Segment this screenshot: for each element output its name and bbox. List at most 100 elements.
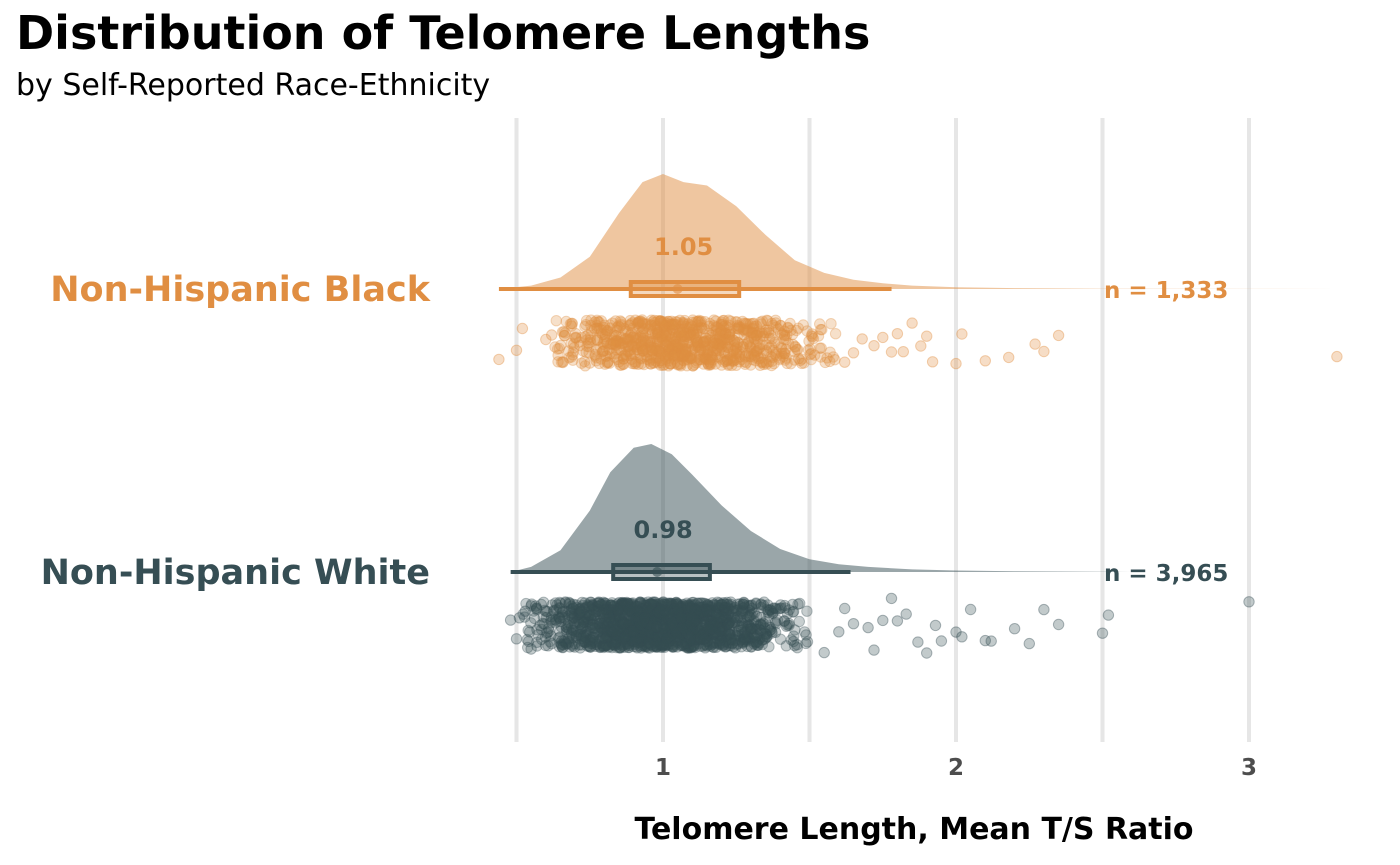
raw-point (635, 340, 647, 353)
raw-point (617, 336, 629, 349)
raw-point (676, 319, 688, 331)
raw-point (648, 322, 661, 335)
raw-point (645, 314, 658, 326)
raw-point (774, 352, 786, 364)
raw-point (647, 345, 659, 357)
raw-point (525, 643, 537, 655)
raw-point (645, 341, 657, 353)
raw-point (929, 619, 942, 632)
raw-point (789, 341, 802, 353)
raw-point (1052, 618, 1065, 631)
raw-point (751, 334, 763, 346)
raw-point (603, 357, 616, 369)
raw-point (676, 327, 688, 340)
raw-point (643, 323, 656, 335)
raw-point (684, 352, 696, 365)
raw-point (801, 325, 813, 337)
raw-point (630, 332, 642, 344)
raw-point (716, 318, 728, 331)
raw-point (748, 332, 760, 344)
raw-point (758, 327, 771, 339)
raw-point (691, 325, 703, 338)
raw-point (648, 317, 661, 329)
raw-point (639, 343, 651, 355)
raw-point (912, 636, 924, 648)
raw-point (545, 611, 558, 623)
raw-point (676, 349, 688, 362)
raw-point (646, 349, 658, 361)
raw-point (604, 319, 616, 331)
raw-point (761, 346, 773, 358)
raw-point (719, 327, 732, 339)
raw-point (736, 607, 748, 619)
raw-point (745, 331, 757, 343)
raw-point (703, 356, 716, 368)
raw-point (796, 353, 808, 365)
raw-point (577, 345, 589, 357)
raw-point (746, 326, 759, 339)
raw-point (673, 350, 685, 362)
raw-point (677, 343, 689, 355)
raw-point (651, 344, 663, 356)
raw-point (763, 327, 775, 339)
raw-point (699, 340, 711, 352)
raw-point (650, 345, 662, 357)
raw-point (672, 329, 685, 342)
chart-title: Distribution of Telomere Lengths (16, 6, 871, 60)
raw-point (695, 319, 707, 331)
median-point (652, 567, 663, 577)
raw-point (637, 323, 649, 335)
raw-point (669, 318, 681, 330)
raw-point (704, 317, 716, 330)
raw-point (589, 316, 601, 328)
raw-point (694, 316, 706, 328)
raw-point (636, 343, 649, 355)
raw-point (574, 606, 586, 618)
raw-point (624, 314, 636, 327)
raw-point (591, 334, 604, 347)
raw-point (595, 599, 607, 611)
raw-point (737, 323, 750, 336)
raw-point (715, 318, 727, 330)
raw-point (702, 357, 714, 370)
raw-point (670, 626, 682, 638)
raw-point (769, 602, 781, 614)
raw-point (651, 328, 663, 341)
raw-point (692, 341, 704, 353)
raw-point (727, 344, 739, 356)
raw-point (814, 342, 826, 354)
raw-point (584, 336, 597, 348)
raw-point (746, 353, 758, 366)
raw-point (674, 323, 686, 336)
raw-point (754, 338, 766, 351)
raw-point (631, 332, 643, 345)
raw-point (635, 315, 647, 328)
raw-point (733, 323, 745, 335)
raw-point (698, 633, 710, 645)
raw-point (654, 331, 667, 343)
raw-point (877, 331, 889, 344)
raw-point (769, 348, 781, 361)
raw-point (639, 351, 651, 363)
raw-point (654, 343, 666, 355)
x-tick-label: 3 (1241, 755, 1257, 781)
raw-point (705, 350, 717, 362)
raw-point (610, 335, 623, 347)
raw-point (686, 352, 698, 364)
raw-point (632, 316, 644, 328)
raw-point (701, 348, 713, 360)
raw-point (584, 334, 596, 346)
raw-point (644, 341, 657, 353)
raw-point (578, 355, 591, 368)
raw-point (692, 340, 705, 352)
raw-point (648, 357, 660, 369)
raw-point (601, 337, 613, 349)
raw-point (608, 329, 620, 341)
raw-point (626, 331, 639, 343)
raw-point (687, 314, 699, 326)
raw-point (780, 352, 792, 364)
raw-point (706, 352, 718, 364)
raw-point (579, 360, 591, 372)
raw-point (639, 342, 652, 355)
raw-point (749, 355, 762, 367)
